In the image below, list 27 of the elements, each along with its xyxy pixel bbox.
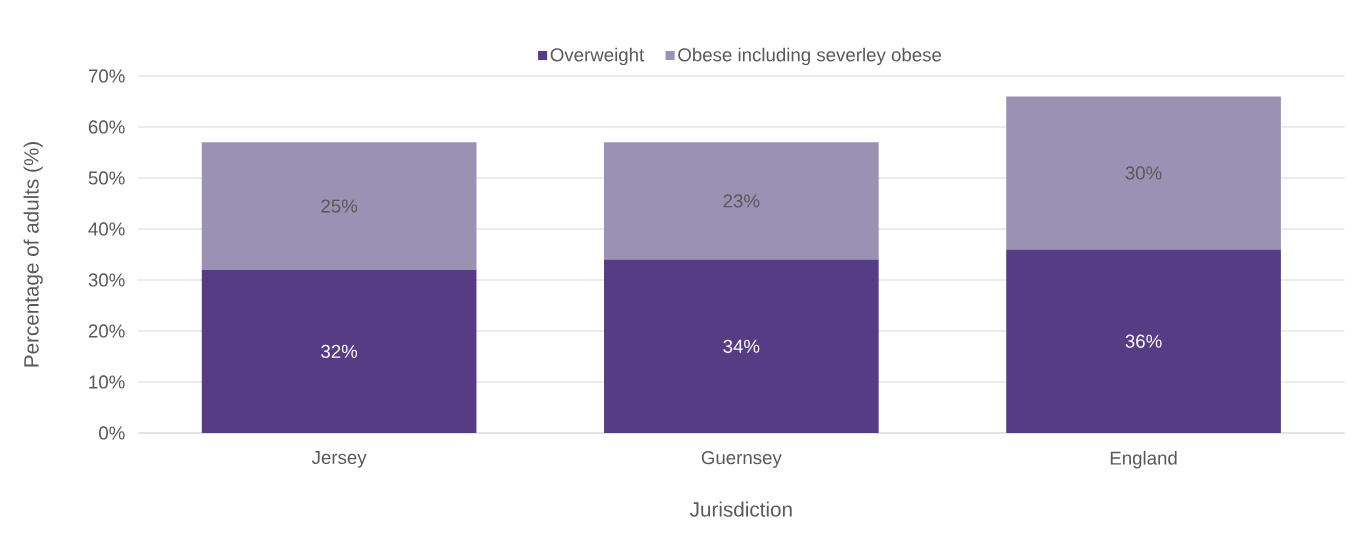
x-tick-label: Guernsey <box>701 451 782 468</box>
y-tick-label: 20% <box>88 324 125 338</box>
y-tick-label: 40% <box>88 222 125 236</box>
y-tick-label: 60% <box>88 120 125 134</box>
bar <box>1006 249 1281 433</box>
data-label: 30% <box>1125 166 1162 180</box>
y-axis-title: Percentage of adults (%) <box>23 142 43 367</box>
bar <box>604 259 879 433</box>
data-label: 32% <box>321 344 358 358</box>
y-tick-label: 30% <box>88 273 125 287</box>
data-label: 36% <box>1125 334 1162 348</box>
bar <box>604 142 879 260</box>
legend-label: Overweight <box>550 47 645 66</box>
x-axis-title: Jurisdiction <box>689 501 792 517</box>
y-tick-label: 0% <box>99 426 125 440</box>
x-tick-label: England <box>1110 451 1177 469</box>
y-tick-label: 50% <box>88 171 125 185</box>
bar <box>1006 96 1281 250</box>
y-tick-label: 70% <box>88 69 125 83</box>
x-tick-label: Jersey <box>311 451 367 468</box>
legend-label: Obese including severley obese <box>678 47 942 66</box>
y-tick-label: 10% <box>89 375 125 389</box>
data-label: 34% <box>723 339 760 353</box>
data-label: 25% <box>321 199 358 213</box>
bar <box>201 142 477 270</box>
data-label: 23% <box>723 194 760 208</box>
bar <box>201 269 477 433</box>
